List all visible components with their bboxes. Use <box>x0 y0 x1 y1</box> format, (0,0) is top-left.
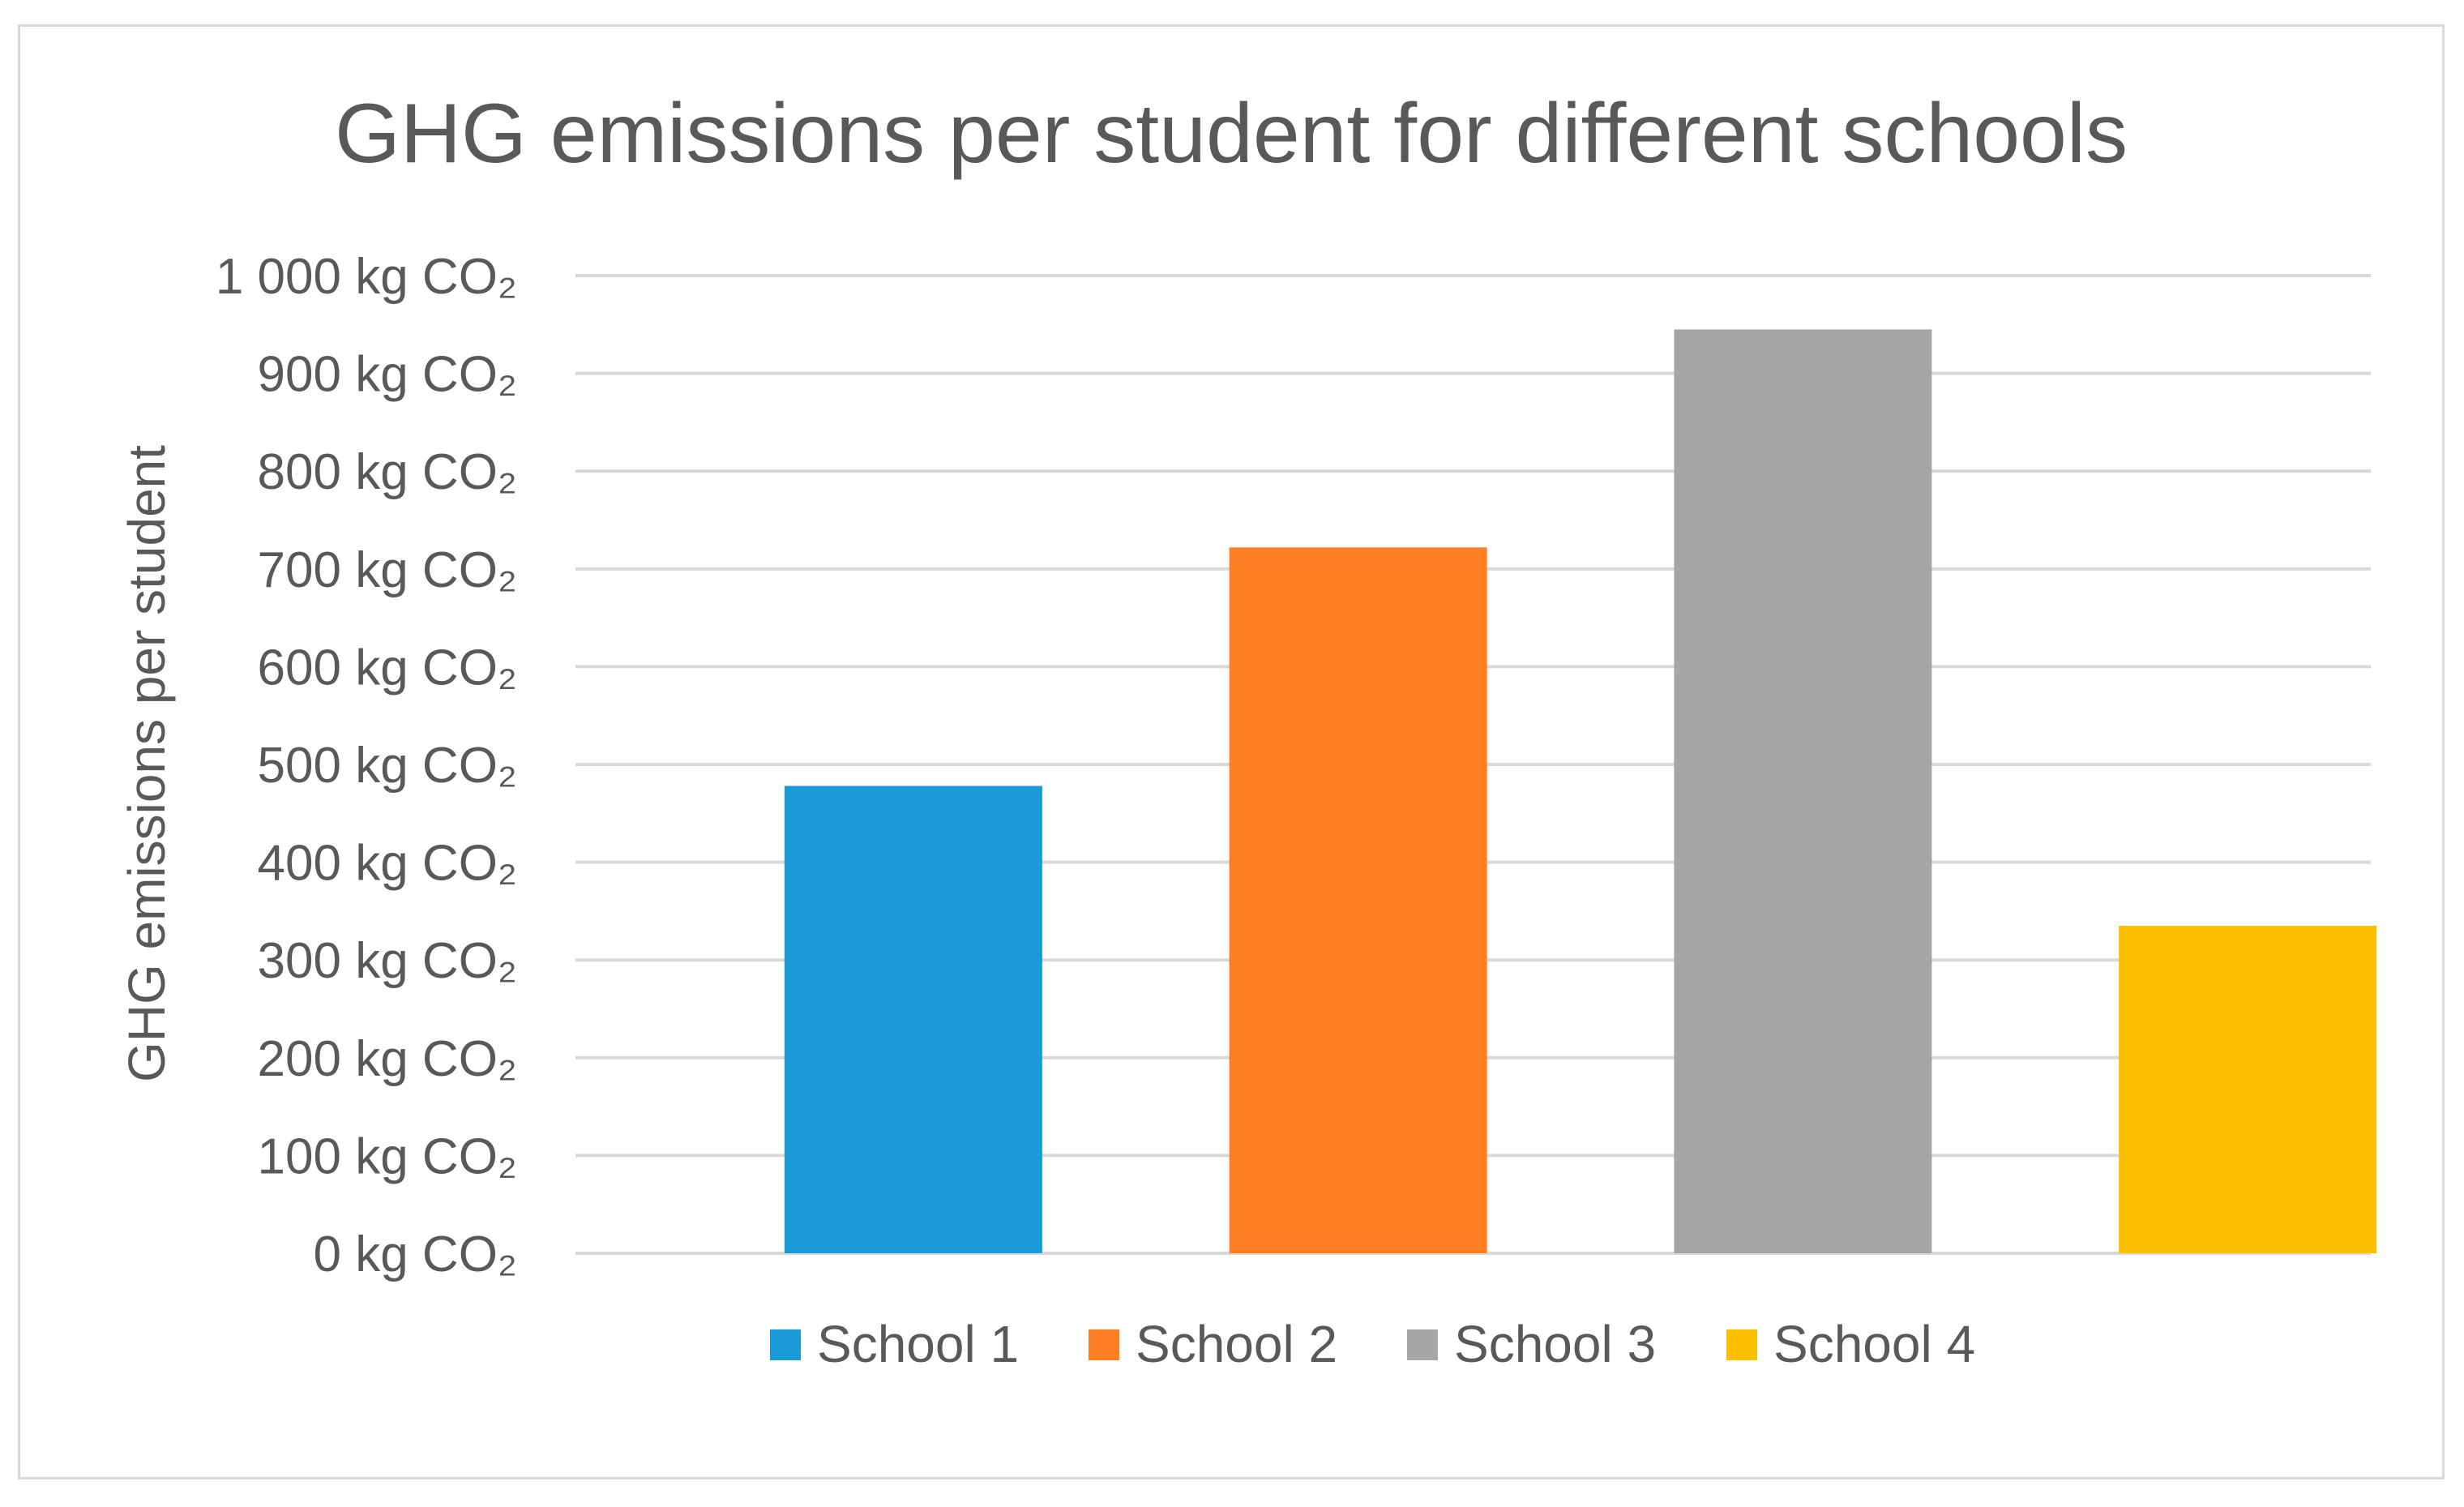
y-tick-label: 300 kg CO₂ <box>258 933 517 989</box>
y-tick-label: 900 kg CO₂ <box>258 347 517 403</box>
y-tick-label: 800 kg CO₂ <box>258 444 517 500</box>
legend: School 1 School 2 School 3 School 4 <box>770 1315 1975 1373</box>
legend-label: School 3 <box>1454 1315 1656 1373</box>
legend-label: School 2 <box>1136 1315 1337 1373</box>
y-tick-label: 500 kg CO₂ <box>258 738 517 794</box>
legend-label: School 4 <box>1773 1315 1975 1373</box>
y-tick-label: 1 000 kg CO₂ <box>216 249 517 305</box>
legend-swatch <box>1089 1329 1119 1360</box>
y-tick-label: 100 kg CO₂ <box>258 1128 517 1184</box>
legend-swatch <box>1726 1329 1757 1360</box>
y-tick-label: 400 kg CO₂ <box>258 836 517 892</box>
chart-title: GHG emissions per student for different … <box>335 87 2128 181</box>
y-tick-label: 700 kg CO₂ <box>258 542 517 598</box>
y-tick-label: 200 kg CO₂ <box>258 1031 517 1087</box>
legend-swatch <box>1407 1329 1438 1360</box>
bar-school-3 <box>1674 329 1932 1254</box>
y-tick-label: 0 kg CO₂ <box>314 1227 517 1282</box>
y-axis-ticks: 0 kg CO₂ 100 kg CO₂ 200 kg CO₂ 300 kg CO₂ 40… <box>216 249 517 1282</box>
legend-label: School 1 <box>817 1315 1019 1373</box>
legend-swatch <box>770 1329 801 1360</box>
bar-school-2 <box>1229 547 1487 1253</box>
bars <box>784 329 2377 1254</box>
y-tick-label: 600 kg CO₂ <box>258 640 517 696</box>
y-axis-title: GHG emissions per student <box>118 445 176 1082</box>
bar-school-1 <box>784 786 1042 1253</box>
bar-school-4 <box>2119 925 2377 1253</box>
